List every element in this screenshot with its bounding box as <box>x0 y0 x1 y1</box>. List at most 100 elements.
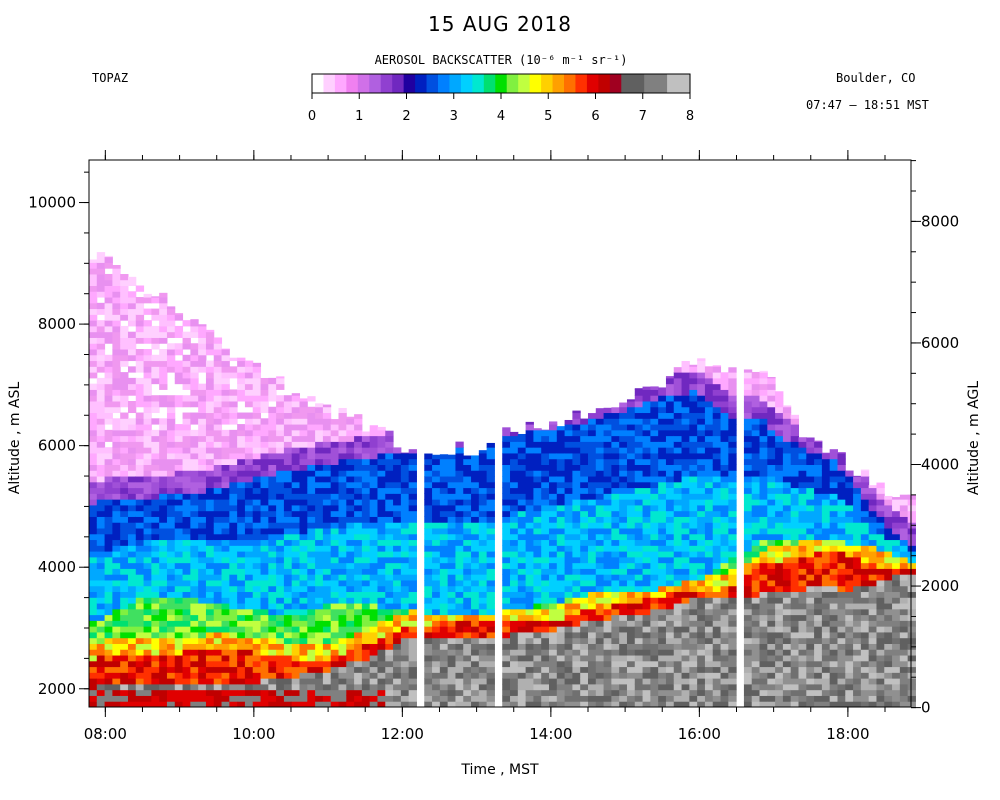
heatmap-cell <box>549 579 558 587</box>
heatmap-cell <box>580 429 589 437</box>
heatmap-cell <box>564 568 573 575</box>
heatmap-cell <box>759 406 768 414</box>
heatmap-cell <box>595 574 605 581</box>
heatmap-cell <box>665 435 675 442</box>
heatmap-cell <box>190 672 199 679</box>
heatmap-cell <box>587 649 597 656</box>
heatmap-cell <box>112 406 121 414</box>
heatmap-cell <box>767 614 776 621</box>
heatmap-cell <box>221 528 230 535</box>
heatmap-cell <box>556 585 566 593</box>
heatmap-cell <box>104 579 113 587</box>
heatmap-cell <box>198 643 207 650</box>
heatmap-cell <box>626 545 636 552</box>
heatmap-cell <box>268 539 277 546</box>
heatmap-cell <box>283 493 293 500</box>
heatmap-cell <box>572 435 581 442</box>
heatmap-cell <box>502 672 511 679</box>
heatmap-cell <box>252 683 262 691</box>
heatmap-cell <box>104 331 113 338</box>
heatmap-cell <box>798 660 807 668</box>
heatmap-cell <box>424 637 433 644</box>
heatmap-cell <box>159 395 168 402</box>
heatmap-cell <box>510 603 519 610</box>
heatmap-cell <box>377 631 386 639</box>
heatmap-cell <box>393 447 402 454</box>
heatmap-cell <box>229 579 238 587</box>
heatmap-cell <box>205 504 215 512</box>
heatmap-cell <box>642 487 651 494</box>
heatmap-cell <box>658 424 667 431</box>
heatmap-cell <box>112 493 121 500</box>
heatmap-cell <box>743 447 753 454</box>
heatmap-cell <box>432 574 441 581</box>
heatmap-cell <box>112 337 121 344</box>
heatmap-cell <box>213 349 223 356</box>
heatmap-cell <box>626 533 636 541</box>
heatmap-cell <box>665 481 675 489</box>
heatmap-cell <box>408 510 417 517</box>
heatmap-cell <box>89 516 98 523</box>
heatmap-cell <box>658 395 667 402</box>
heatmap-cell <box>307 568 316 575</box>
heatmap-cell <box>619 493 628 500</box>
heatmap-cell <box>151 626 160 633</box>
heatmap-cell <box>642 435 651 442</box>
heatmap-cell <box>439 458 449 465</box>
heatmap-cell <box>642 504 651 512</box>
heatmap-cell <box>291 516 301 523</box>
heatmap-cell <box>205 464 215 471</box>
heatmap-cell <box>626 614 636 621</box>
heatmap-cell <box>229 678 238 685</box>
heatmap-cell <box>486 533 495 541</box>
heatmap-cell <box>299 441 308 448</box>
heatmap-cell <box>120 637 129 644</box>
heatmap-cell <box>728 504 737 512</box>
heatmap-cell <box>728 672 737 679</box>
heatmap-cell <box>689 487 698 494</box>
heatmap-cell <box>135 528 145 535</box>
heatmap-cell <box>89 608 98 616</box>
heatmap-cell <box>354 643 363 650</box>
heatmap-cell <box>759 470 768 477</box>
heatmap-cell <box>96 556 106 564</box>
heatmap-cell <box>447 504 456 512</box>
heatmap-cell <box>159 377 168 385</box>
heatmap-cell <box>268 591 277 598</box>
heatmap-cell <box>541 493 550 500</box>
heatmap-cell <box>486 556 495 564</box>
heatmap-cell <box>112 429 121 437</box>
heatmap-cell <box>549 447 558 454</box>
heatmap-cell <box>728 395 737 402</box>
heatmap-cell <box>564 435 573 442</box>
heatmap-cell <box>112 343 121 350</box>
heatmap-cell <box>704 649 714 656</box>
heatmap-cell <box>260 418 269 425</box>
heatmap-cell <box>237 579 246 587</box>
heatmap-cell <box>400 458 410 465</box>
heatmap-cell <box>556 643 566 650</box>
heatmap-cell <box>619 487 628 494</box>
heatmap-cell <box>190 579 199 587</box>
heatmap-cell <box>205 372 215 379</box>
heatmap-cell <box>720 672 729 679</box>
heatmap-cell <box>96 262 106 269</box>
heatmap-cell <box>533 428 542 431</box>
heatmap-cell <box>120 620 129 627</box>
heatmap-cell <box>159 435 168 442</box>
heatmap-cell <box>712 533 722 541</box>
heatmap-cell <box>665 701 675 708</box>
heatmap-cell <box>307 412 316 419</box>
heatmap-cell <box>385 470 394 477</box>
heatmap-cell <box>229 655 238 662</box>
heatmap-cell <box>517 689 527 696</box>
heatmap-cell <box>135 689 145 696</box>
heatmap-cell <box>135 643 145 650</box>
heatmap-cell <box>720 377 729 385</box>
heatmap-cell <box>681 539 690 546</box>
heatmap-cell <box>697 418 706 425</box>
heatmap-cell <box>471 476 480 483</box>
heatmap-cell <box>580 556 589 564</box>
heatmap-cell <box>89 614 98 621</box>
heatmap-cell <box>291 603 301 610</box>
